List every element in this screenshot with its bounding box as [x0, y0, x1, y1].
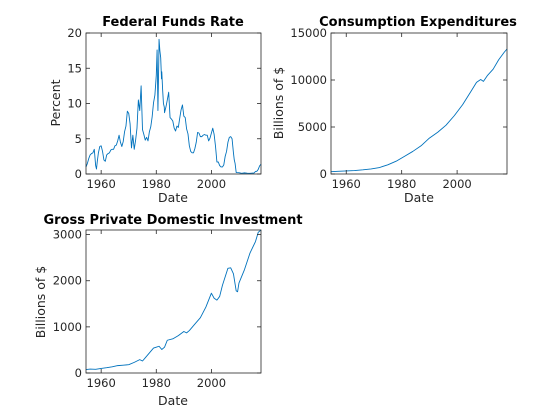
y-tick-label: 0 — [75, 167, 82, 181]
y-axis-label: Billions of $ — [33, 266, 48, 339]
x-axis-label: Date — [158, 190, 188, 205]
y-tick-label: 20 — [67, 26, 82, 40]
y-tick-label: 15000 — [290, 26, 327, 40]
x-tick-label: 1980 — [142, 376, 171, 390]
series-line — [330, 48, 508, 173]
y-tick-label: 0 — [75, 366, 82, 380]
y-tick-label: 10 — [67, 97, 82, 111]
subplot-gross-private-domestic-investment: Gross Private Domestic Investment Date B… — [33, 213, 303, 408]
x-tick-label: 1960 — [87, 376, 116, 390]
y-tick-label: 5 — [75, 132, 82, 146]
y-tick-label: 5000 — [298, 120, 327, 134]
chart-title: Consumption Expenditures — [319, 15, 517, 30]
subplot-consumption-expenditures: Consumption Expenditures Date Billions o… — [271, 15, 517, 205]
y-tick-label: 10000 — [290, 73, 327, 87]
x-tick-label: 1980 — [142, 177, 171, 191]
x-tick-label: 1960 — [332, 177, 361, 191]
series-line — [85, 229, 262, 370]
chart-title: Gross Private Domestic Investment — [43, 213, 302, 228]
y-tick-label: 1000 — [53, 320, 82, 334]
x-axis-label: Date — [404, 190, 434, 205]
y-axis-label: Percent — [48, 79, 63, 126]
y-tick-label: 3000 — [53, 228, 82, 242]
plot-frame — [330, 32, 508, 175]
x-tick-label: 2000 — [197, 376, 226, 390]
plot-frame — [85, 32, 262, 175]
plot-frame — [85, 229, 262, 374]
subplot-federal-funds-rate: Federal Funds Rate Date Percent 1960 1980… — [48, 15, 262, 205]
series-line — [85, 38, 262, 174]
y-tick-label: 15 — [67, 61, 82, 75]
y-tick-label: 2000 — [53, 274, 82, 288]
x-tick-label: 1980 — [387, 177, 416, 191]
x-tick-label: 2000 — [442, 177, 471, 191]
chart-title: Federal Funds Rate — [102, 15, 244, 30]
y-tick-label: 0 — [320, 167, 327, 181]
x-tick-label: 1960 — [87, 177, 116, 191]
x-axis-label: Date — [158, 393, 188, 408]
y-axis-label: Billions of $ — [271, 67, 286, 140]
x-tick-label: 2000 — [197, 177, 226, 191]
